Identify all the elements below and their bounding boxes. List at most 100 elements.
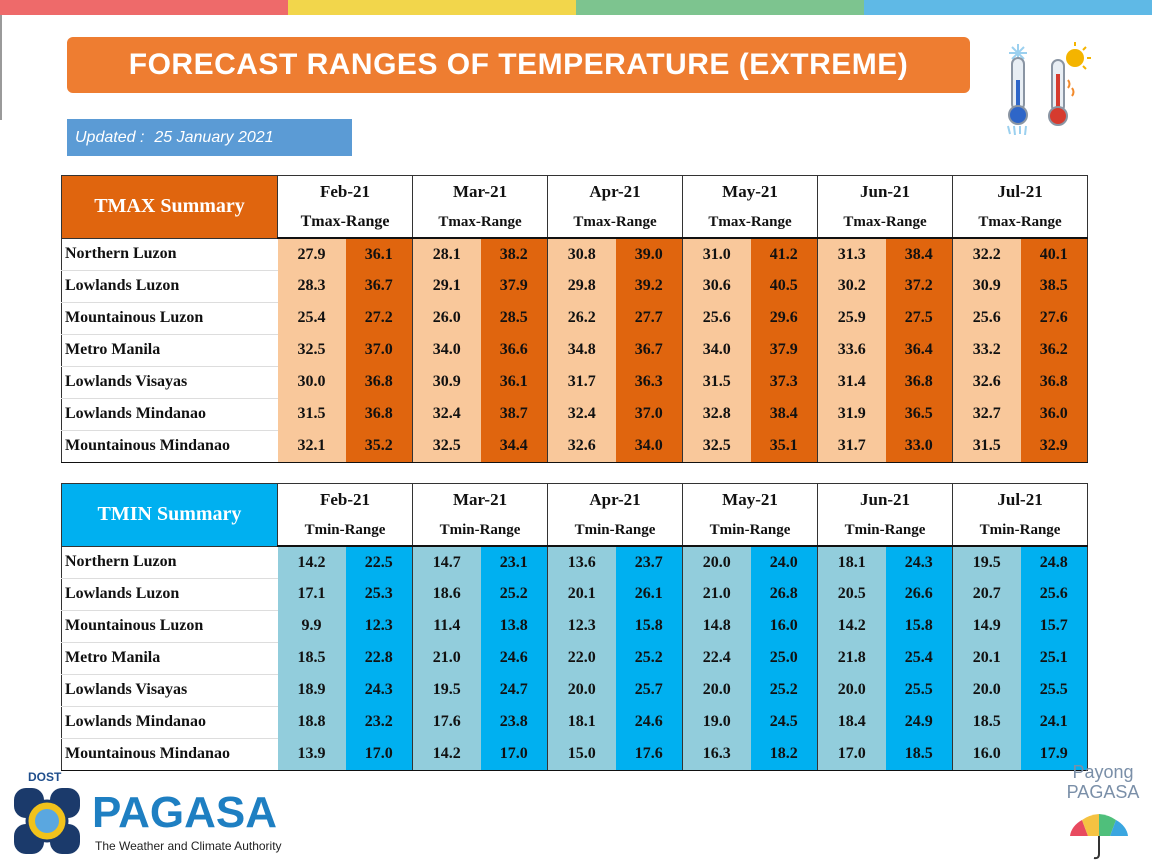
range-high-cell: 37.9 bbox=[750, 334, 819, 366]
range-low-cell: 25.4 bbox=[277, 302, 346, 334]
range-low-cell: 18.6 bbox=[412, 578, 481, 610]
range-low-cell: 32.4 bbox=[412, 398, 481, 430]
range-high-cell: 27.5 bbox=[885, 302, 954, 334]
region-label: Lowlands Mindanao bbox=[61, 398, 278, 431]
range-low-cell: 31.5 bbox=[277, 398, 346, 430]
range-high-cell: 38.7 bbox=[480, 398, 549, 430]
left-edge-line bbox=[0, 15, 2, 120]
range-header: Tmax-Range bbox=[547, 207, 684, 239]
range-high-cell: 25.7 bbox=[615, 674, 684, 706]
range-low-cell: 28.3 bbox=[277, 270, 346, 302]
range-high-cell: 33.0 bbox=[885, 430, 954, 463]
range-high-cell: 24.3 bbox=[885, 546, 954, 578]
top-color-bar bbox=[0, 0, 1152, 15]
range-low-cell: 31.0 bbox=[682, 238, 751, 270]
range-low-cell: 18.1 bbox=[547, 706, 616, 738]
range-low-cell: 12.3 bbox=[547, 610, 616, 642]
range-low-cell: 20.5 bbox=[817, 578, 886, 610]
range-header: Tmax-Range bbox=[412, 207, 549, 239]
range-high-cell: 32.9 bbox=[1020, 430, 1089, 463]
updated-date: 25 January 2021 bbox=[154, 128, 274, 146]
updated-banner: Updated : 25 January 2021 bbox=[67, 119, 352, 156]
table-row: Metro Manila 32.5 37.0 34.0 36.6 34.8 36.7 34.0… bbox=[61, 334, 1089, 367]
month-header: Jul-21 bbox=[952, 175, 1089, 207]
range-low-cell: 27.9 bbox=[277, 238, 346, 270]
range-high-cell: 25.0 bbox=[750, 642, 819, 674]
range-low-cell: 18.4 bbox=[817, 706, 886, 738]
range-low-cell: 20.1 bbox=[547, 578, 616, 610]
range-low-cell: 29.1 bbox=[412, 270, 481, 302]
range-low-cell: 20.0 bbox=[817, 674, 886, 706]
month-header: May-21 bbox=[682, 175, 819, 207]
range-low-cell: 20.0 bbox=[682, 674, 751, 706]
range-low-cell: 20.0 bbox=[952, 674, 1021, 706]
page-title: FORECAST RANGES OF TEMPERATURE (EXTREME) bbox=[67, 37, 970, 93]
range-low-cell: 32.5 bbox=[682, 430, 751, 463]
region-label: Metro Manila bbox=[61, 642, 278, 675]
range-high-cell: 27.2 bbox=[345, 302, 414, 334]
range-low-cell: 19.0 bbox=[682, 706, 751, 738]
payong-line2: PAGASA bbox=[1066, 782, 1140, 802]
pagasa-wordmark: PAGASA bbox=[92, 788, 277, 837]
range-high-cell: 29.6 bbox=[750, 302, 819, 334]
range-high-cell: 38.2 bbox=[480, 238, 549, 270]
range-high-cell: 25.5 bbox=[885, 674, 954, 706]
range-low-cell: 13.6 bbox=[547, 546, 616, 578]
range-low-cell: 32.4 bbox=[547, 398, 616, 430]
range-low-cell: 25.9 bbox=[817, 302, 886, 334]
range-high-cell: 12.3 bbox=[345, 610, 414, 642]
range-low-cell: 14.2 bbox=[817, 610, 886, 642]
range-header: Tmax-Range bbox=[276, 207, 414, 239]
range-high-cell: 38.5 bbox=[1020, 270, 1089, 302]
region-label: Northern Luzon bbox=[61, 546, 278, 579]
month-header: Feb-21 bbox=[276, 175, 414, 207]
tmin-summary-table: TMIN Summary Feb-21 Mar-21 Apr-21 May-21 Jun-… bbox=[61, 483, 1089, 771]
top-bar-green bbox=[576, 0, 864, 15]
pagasa-seal-logo bbox=[14, 788, 80, 854]
range-low-cell: 32.6 bbox=[952, 366, 1021, 398]
range-low-cell: 17.6 bbox=[412, 706, 481, 738]
range-low-cell: 29.8 bbox=[547, 270, 616, 302]
range-high-cell: 24.0 bbox=[750, 546, 819, 578]
range-low-cell: 19.5 bbox=[412, 674, 481, 706]
range-low-cell: 26.0 bbox=[412, 302, 481, 334]
range-header: Tmin-Range bbox=[412, 515, 549, 547]
range-low-cell: 34.8 bbox=[547, 334, 616, 366]
range-header: Tmax-Range bbox=[682, 207, 819, 239]
range-high-cell: 24.3 bbox=[345, 674, 414, 706]
range-header: Tmax-Range bbox=[952, 207, 1089, 239]
month-header: Jun-21 bbox=[817, 175, 954, 207]
range-low-cell: 22.4 bbox=[682, 642, 751, 674]
region-label: Lowlands Luzon bbox=[61, 578, 278, 611]
range-low-cell: 21.8 bbox=[817, 642, 886, 674]
range-high-cell: 15.8 bbox=[885, 610, 954, 642]
top-bar-yellow bbox=[288, 0, 576, 15]
range-high-cell: 27.6 bbox=[1020, 302, 1089, 334]
table-row: Lowlands Visayas 30.0 36.8 30.9 36.1 31.7 36.3… bbox=[61, 366, 1089, 399]
month-header-row: TMIN Summary Feb-21 Mar-21 Apr-21 May-21 Jun-… bbox=[61, 483, 1089, 547]
range-low-cell: 21.0 bbox=[682, 578, 751, 610]
thermometer-cold-hot-icon bbox=[1007, 42, 1091, 135]
range-low-cell: 31.5 bbox=[682, 366, 751, 398]
range-low-cell: 32.5 bbox=[277, 334, 346, 366]
range-header: Tmin-Range bbox=[547, 515, 684, 547]
tmax-summary-table: TMAX Summary Feb-21 Mar-21 Apr-21 May-21 Jun-… bbox=[61, 175, 1089, 463]
range-high-cell: 23.1 bbox=[480, 546, 549, 578]
dost-label: DOST bbox=[28, 770, 62, 784]
range-header: Tmin-Range bbox=[817, 515, 954, 547]
range-high-cell: 18.5 bbox=[885, 738, 954, 771]
table-row: Lowlands Luzon 17.1 25.3 18.6 25.2 20.1 26.1 21… bbox=[61, 578, 1089, 611]
range-high-cell: 35.2 bbox=[345, 430, 414, 463]
region-label: Mountainous Mindanao bbox=[61, 738, 278, 771]
range-high-cell: 26.6 bbox=[885, 578, 954, 610]
table-row: Mountainous Mindanao 13.9 17.0 14.2 17.0 15.0… bbox=[61, 738, 1089, 771]
range-high-cell: 23.8 bbox=[480, 706, 549, 738]
range-low-cell: 25.6 bbox=[952, 302, 1021, 334]
range-high-cell: 24.5 bbox=[750, 706, 819, 738]
range-high-cell: 40.5 bbox=[750, 270, 819, 302]
range-low-cell: 18.1 bbox=[817, 546, 886, 578]
range-high-cell: 26.1 bbox=[615, 578, 684, 610]
range-low-cell: 16.3 bbox=[682, 738, 751, 771]
range-low-cell: 30.0 bbox=[277, 366, 346, 398]
range-low-cell: 32.5 bbox=[412, 430, 481, 463]
